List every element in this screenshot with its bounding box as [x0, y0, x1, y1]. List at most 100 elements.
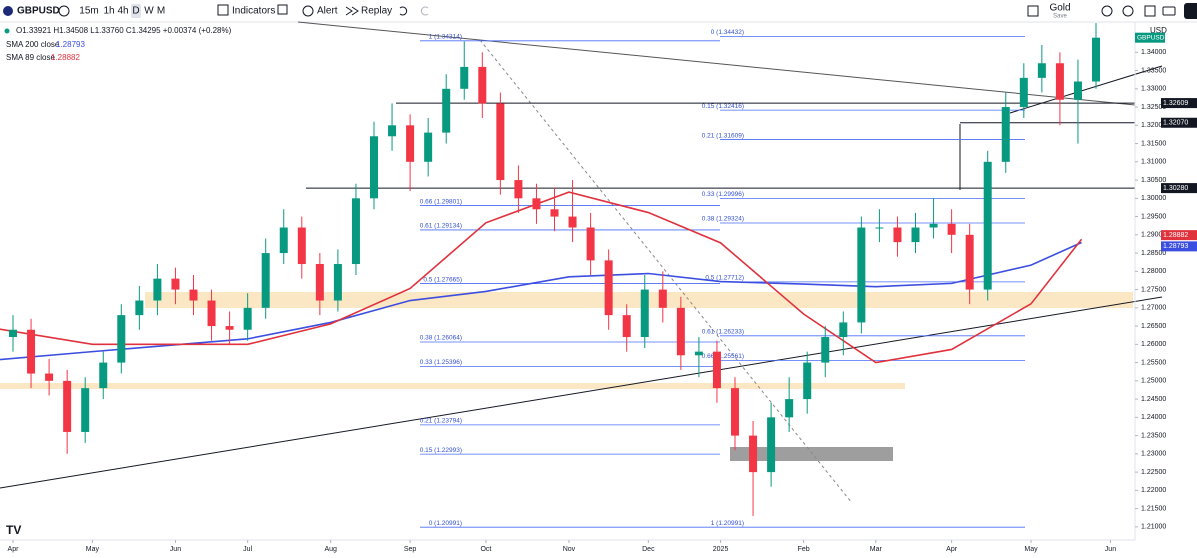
- candle-body: [1092, 37, 1101, 82]
- search-icon[interactable]: [1101, 5, 1113, 17]
- y-tick-label: 1.25500: [1141, 359, 1166, 366]
- settings-icon[interactable]: [1122, 5, 1134, 17]
- add-symbol[interactable]: [58, 5, 70, 17]
- candle-body: [965, 234, 974, 290]
- y-tick-label: 1.31000: [1141, 159, 1166, 166]
- y-tick-label: 1.21000: [1141, 524, 1166, 531]
- candle-body: [171, 278, 180, 290]
- candle-body: [604, 260, 613, 316]
- candle-body: [1073, 81, 1082, 100]
- y-tick-label: 1.28500: [1141, 250, 1166, 257]
- x-tick-label: Jul: [243, 546, 252, 553]
- fullscreen-icon[interactable]: [1144, 5, 1156, 17]
- x-tick-label: Apr: [8, 546, 20, 553]
- candle-body: [514, 180, 523, 199]
- candle-body: [261, 253, 270, 308]
- candle-body: [803, 362, 812, 400]
- candle-body: [785, 399, 794, 418]
- candle-body: [63, 380, 72, 432]
- alert-button[interactable]: Alert: [317, 6, 338, 17]
- candle-body: [875, 227, 884, 229]
- candle-body: [243, 307, 252, 330]
- sma-badge: [1161, 230, 1197, 241]
- y-tick-label: 1.32500: [1141, 104, 1166, 111]
- fib-label: 0.33 (1.25396): [420, 359, 462, 366]
- save-label[interactable]: Save: [1053, 14, 1067, 20]
- candle-body: [496, 103, 505, 181]
- timeframe-button[interactable]: 4h: [117, 6, 128, 17]
- fib-label: 0.33 (1.29996): [702, 191, 744, 198]
- publish-button[interactable]: [1184, 3, 1197, 19]
- candle-body: [27, 329, 36, 374]
- candle-body: [532, 198, 541, 210]
- candle-body: [333, 264, 342, 301]
- y-tick-label: 1.30000: [1141, 195, 1166, 202]
- x-tick-label: Dec: [642, 546, 655, 553]
- candle-body: [749, 435, 758, 473]
- x-tick-label: Mar: [870, 546, 883, 553]
- y-tick-label: 1.22500: [1141, 469, 1166, 476]
- timeframe-button[interactable]: M: [157, 6, 165, 17]
- snapshot-icon[interactable]: [1162, 6, 1176, 16]
- timeframe-button[interactable]: D: [132, 6, 139, 17]
- candle-body: [731, 388, 740, 436]
- candle-body: [568, 216, 577, 228]
- x-tick-label: Jun: [170, 546, 181, 553]
- candle-body: [640, 289, 649, 338]
- x-tick-label: Feb: [798, 546, 810, 553]
- candle-body: [117, 315, 126, 363]
- y-tick-label: 1.30500: [1141, 177, 1166, 184]
- layout-icon[interactable]: [1027, 5, 1039, 17]
- level-badge-label: 1.32070: [1163, 120, 1188, 127]
- sma-legend-value: 1.28882: [51, 53, 80, 62]
- toolbar: [0, 0, 1197, 22]
- candle-body: [478, 66, 487, 104]
- candle-body: [45, 373, 54, 381]
- candle-body: [767, 417, 776, 473]
- y-tick-label: 1.23000: [1141, 451, 1166, 458]
- plot: 1 (1.34314) 0.66 (1.29801) 0.61 (1.29134) 0…: [0, 21, 1163, 528]
- layout-name[interactable]: Gold: [1049, 3, 1070, 14]
- fib-label: 0.21 (1.31609): [702, 132, 744, 139]
- y-tick-label: 1.32000: [1141, 122, 1166, 129]
- timeframe-button[interactable]: 15m: [79, 6, 98, 17]
- symbol-badge-label: GBPUSD: [1137, 34, 1165, 41]
- x-tick-label: Apr: [946, 546, 958, 553]
- timeframe-active: [131, 4, 141, 18]
- redo[interactable]: [420, 6, 429, 16]
- trend-line: [479, 39, 853, 504]
- y-tick-label: 1.29000: [1141, 232, 1166, 239]
- replay-button[interactable]: Replay: [361, 6, 392, 17]
- level-badge-label: 1.30280: [1163, 185, 1188, 192]
- sma-legend-value: 1.28793: [56, 40, 85, 49]
- candle-body: [207, 300, 216, 327]
- y-tick-label: 1.27000: [1141, 305, 1166, 312]
- timeframe-button[interactable]: 1h: [103, 6, 114, 17]
- candle-body: [893, 227, 902, 243]
- timeframe-button[interactable]: W: [144, 6, 154, 17]
- fib-label: 0.61 (1.29134): [420, 223, 462, 230]
- candle-body: [81, 388, 90, 432]
- y-tick-label: 1.28000: [1141, 268, 1166, 275]
- candle-body: [821, 337, 830, 363]
- fib-label: 0 (1.20991): [429, 520, 462, 527]
- candle-body: [586, 227, 595, 261]
- currency[interactable]: USD: [1150, 26, 1167, 35]
- candle-body: [315, 264, 324, 301]
- y-tick-label: 1.22000: [1141, 487, 1166, 494]
- fib-label: 0.66 (1.29801): [420, 198, 462, 205]
- candle-body: [99, 362, 108, 389]
- level-badge: [1161, 117, 1197, 128]
- symbol[interactable]: GBPUSD: [17, 6, 60, 17]
- sma-legend: SMA 89 close: [6, 53, 55, 62]
- fib-label: 0.15 (1.22993): [420, 447, 462, 454]
- candle-body: [1001, 107, 1010, 162]
- indicators-button[interactable]: Indicators: [232, 6, 275, 17]
- undo[interactable]: [399, 6, 408, 16]
- fib-label: 0.38 (1.26064): [420, 335, 462, 342]
- candle-body: [911, 227, 920, 243]
- candle-body: [1055, 63, 1064, 100]
- templates-icon[interactable]: [277, 4, 288, 15]
- candle-body: [442, 88, 451, 133]
